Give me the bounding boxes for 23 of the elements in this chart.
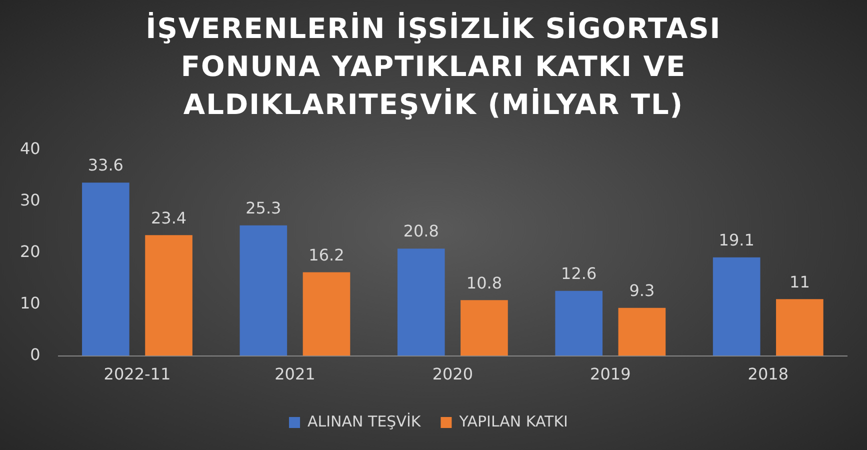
data-label: 11 [790,272,810,292]
y-tick-label: 20 [20,242,40,261]
chart-title: İŞVERENLERİN İŞSİZLİK SİGORTASI FONUNA YAPTIKLARI KATKI VE ALDIKLARITEŞVİK (MİLYAR TL) [144,11,722,123]
legend-label: ALINAN TEŞVİK [308,412,422,430]
y-tick-label: 40 [20,138,40,158]
y-tick-label: 30 [20,190,40,210]
data-label: 16.2 [308,245,344,264]
x-tick-label: 2018 [748,364,788,384]
x-tick-label: 2022-11 [104,364,171,384]
x-tick-label: 2021 [274,364,316,384]
data-label: 12.6 [561,264,597,284]
data-label: 25.3 [246,198,282,218]
data-label: 10.8 [466,273,502,292]
data-label: 9.3 [629,281,655,300]
data-label: 23.4 [150,208,187,228]
data-label: 33.6 [88,156,124,175]
y-tick-label: 10 [20,293,40,312]
x-tick-label: 2019 [590,364,631,384]
y-tick-label: 0 [30,344,40,364]
data-label: 19.1 [718,230,754,250]
data-label: 20.8 [403,222,439,241]
x-tick-label: 2020 [432,364,474,384]
legend-label: YAPILAN KATKI [458,412,568,430]
